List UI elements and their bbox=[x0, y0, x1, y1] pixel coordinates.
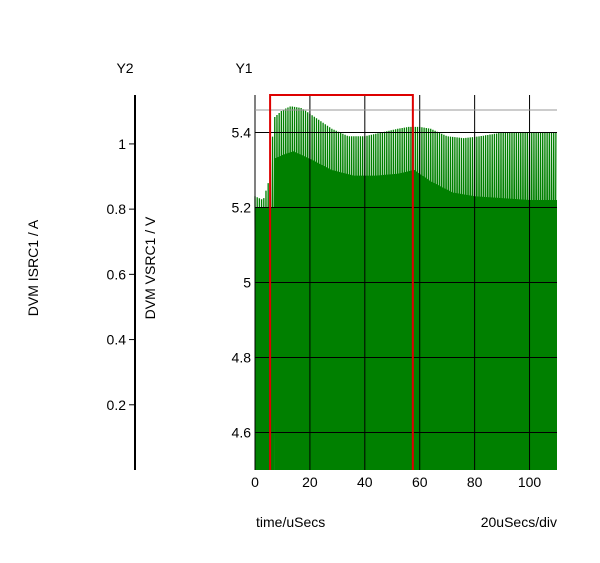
series-green-trace bbox=[254, 106, 557, 471]
series-red-trace bbox=[269, 94, 414, 470]
x-tick-label: 80 bbox=[467, 474, 483, 490]
y1-tick-label: 5.4 bbox=[232, 125, 252, 141]
x-tick-label: 60 bbox=[412, 474, 428, 490]
x-tick-label: 20 bbox=[302, 474, 318, 490]
x-tick-label: 100 bbox=[518, 474, 542, 490]
y2-axis-label: DVM ISRC1 / A bbox=[25, 219, 41, 316]
y2-tick-label: 0.2 bbox=[107, 397, 127, 413]
y2-tick-labels: 0.2 0.4 0.6 0.8 1 bbox=[107, 136, 135, 413]
y2-tick-label: 1 bbox=[118, 136, 126, 152]
x-axis-label: time/uSecs bbox=[256, 514, 325, 530]
y2-tick-label: 0.4 bbox=[107, 332, 127, 348]
y1-tick-label: 4.8 bbox=[232, 350, 252, 366]
x-tick-label: 0 bbox=[251, 474, 259, 490]
y1-tick-label: 5.2 bbox=[232, 200, 252, 216]
y1-tick-label: 5 bbox=[243, 275, 251, 291]
y1-axis-label: DVM VSRC1 / V bbox=[142, 216, 158, 319]
x-tick-labels: 0 20 40 60 80 100 bbox=[251, 474, 541, 490]
plot-area bbox=[254, 94, 557, 471]
y2-tick-label: 0.6 bbox=[107, 266, 127, 282]
x-scale-label: 20uSecs/div bbox=[481, 514, 557, 530]
x-tick-label: 40 bbox=[357, 474, 373, 490]
series-green-startup bbox=[255, 207, 275, 470]
series-green-body bbox=[274, 151, 557, 470]
y1-tick-label: 4.6 bbox=[232, 425, 252, 441]
y1-tick-labels: 4.6 4.8 5 5.2 5.4 bbox=[232, 125, 252, 441]
y1-axis-title: Y1 bbox=[235, 60, 252, 76]
y2-tick-label: 0.8 bbox=[107, 201, 127, 217]
grid-lines bbox=[254, 95, 557, 470]
y2-axis-title: Y2 bbox=[116, 60, 133, 76]
